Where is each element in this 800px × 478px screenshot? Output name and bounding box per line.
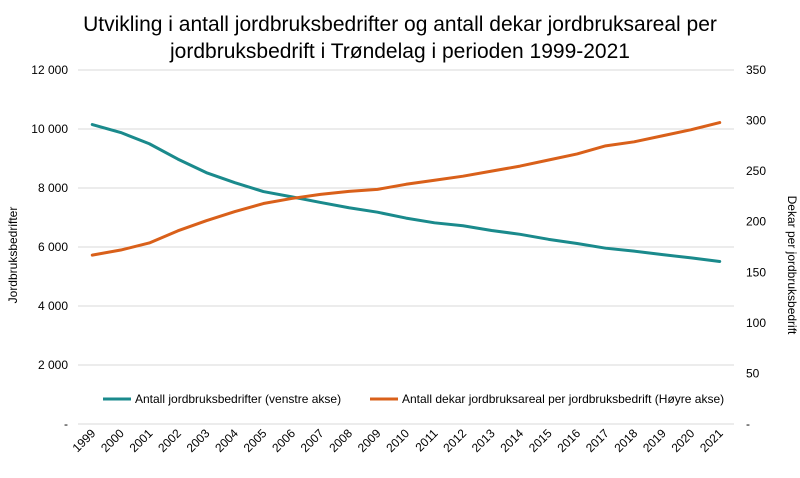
x-tick-label: 2020 xyxy=(669,426,698,455)
series-line-2 xyxy=(90,121,722,257)
right-tick-label: 200 xyxy=(746,215,766,229)
legend-label-2: Antall dekar jordbruksareal per jordbruk… xyxy=(402,392,724,406)
x-tick-label: 2003 xyxy=(184,426,213,455)
x-tick-label: 2021 xyxy=(697,426,726,455)
left-tick-label: 6 000 xyxy=(38,240,68,254)
right-tick-label: 50 xyxy=(746,366,760,380)
x-tick-label: 2012 xyxy=(440,426,469,455)
x-tick-label: 1999 xyxy=(70,426,99,455)
series-group xyxy=(90,121,722,263)
x-tick-label: 2018 xyxy=(612,426,641,455)
left-tick-label: 4 000 xyxy=(38,299,68,313)
left-tick-label: 8 000 xyxy=(38,181,68,195)
x-tick-label: 2007 xyxy=(298,426,327,455)
x-tick-label: 2001 xyxy=(127,426,156,455)
x-tick-label: 2014 xyxy=(497,426,526,455)
right-tick-label: 350 xyxy=(746,63,766,77)
left-tick-label: - xyxy=(64,417,68,431)
right-axis-label: Dekar per jordbruksbedrift xyxy=(785,196,799,335)
x-tick-label: 2016 xyxy=(554,426,583,455)
x-tick-label: 2017 xyxy=(583,426,612,455)
right-tick-label: 100 xyxy=(746,316,766,330)
series-line-1 xyxy=(90,123,722,263)
right-tick-label: - xyxy=(746,417,750,431)
legend-label-1: Antall jordbruksbedrifter (venstre akse) xyxy=(135,392,341,406)
chart-title-line-2: jordbruksbedrift i Trøndelag i perioden … xyxy=(169,40,630,63)
x-tick-label: 2002 xyxy=(155,426,184,455)
left-tick-label: 10 000 xyxy=(31,122,68,136)
gridlines xyxy=(78,69,734,425)
legend: Antall jordbruksbedrifter (venstre akse)… xyxy=(103,392,724,406)
right-tick-label: 250 xyxy=(746,164,766,178)
x-axis-ticks: 1999 2000 2001 2002 2003 2004 2005 2006 2007 2008… xyxy=(70,426,726,455)
x-tick-label: 2000 xyxy=(98,426,127,455)
x-tick-label: 2006 xyxy=(269,426,298,455)
x-tick-label: 2010 xyxy=(383,426,412,455)
x-tick-label: 2015 xyxy=(526,426,555,455)
right-axis-ticks: - 50 100 150 200 250 300 350 xyxy=(746,63,766,431)
left-tick-label: 2 000 xyxy=(38,358,68,372)
chart-title: Utvikling i antall jordbruksbedrifter og… xyxy=(83,13,717,63)
right-tick-label: 300 xyxy=(746,114,766,128)
x-tick-label: 2009 xyxy=(355,426,384,455)
x-tick-label: 2005 xyxy=(241,426,270,455)
x-tick-label: 2019 xyxy=(640,426,669,455)
x-tick-label: 2011 xyxy=(412,426,440,454)
left-tick-label: 12 000 xyxy=(31,63,68,77)
left-axis-label: Jordbruksbedrifter xyxy=(6,207,20,304)
x-tick-label: 2013 xyxy=(469,426,498,455)
x-tick-label: 2004 xyxy=(212,426,241,455)
left-axis-ticks: - 2 000 4 000 6 000 8 000 10 000 12 000 xyxy=(31,63,68,431)
chart-title-line-1: Utvikling i antall jordbruksbedrifter og… xyxy=(83,13,717,36)
x-tick-label: 2008 xyxy=(326,426,355,455)
right-tick-label: 150 xyxy=(746,265,766,279)
